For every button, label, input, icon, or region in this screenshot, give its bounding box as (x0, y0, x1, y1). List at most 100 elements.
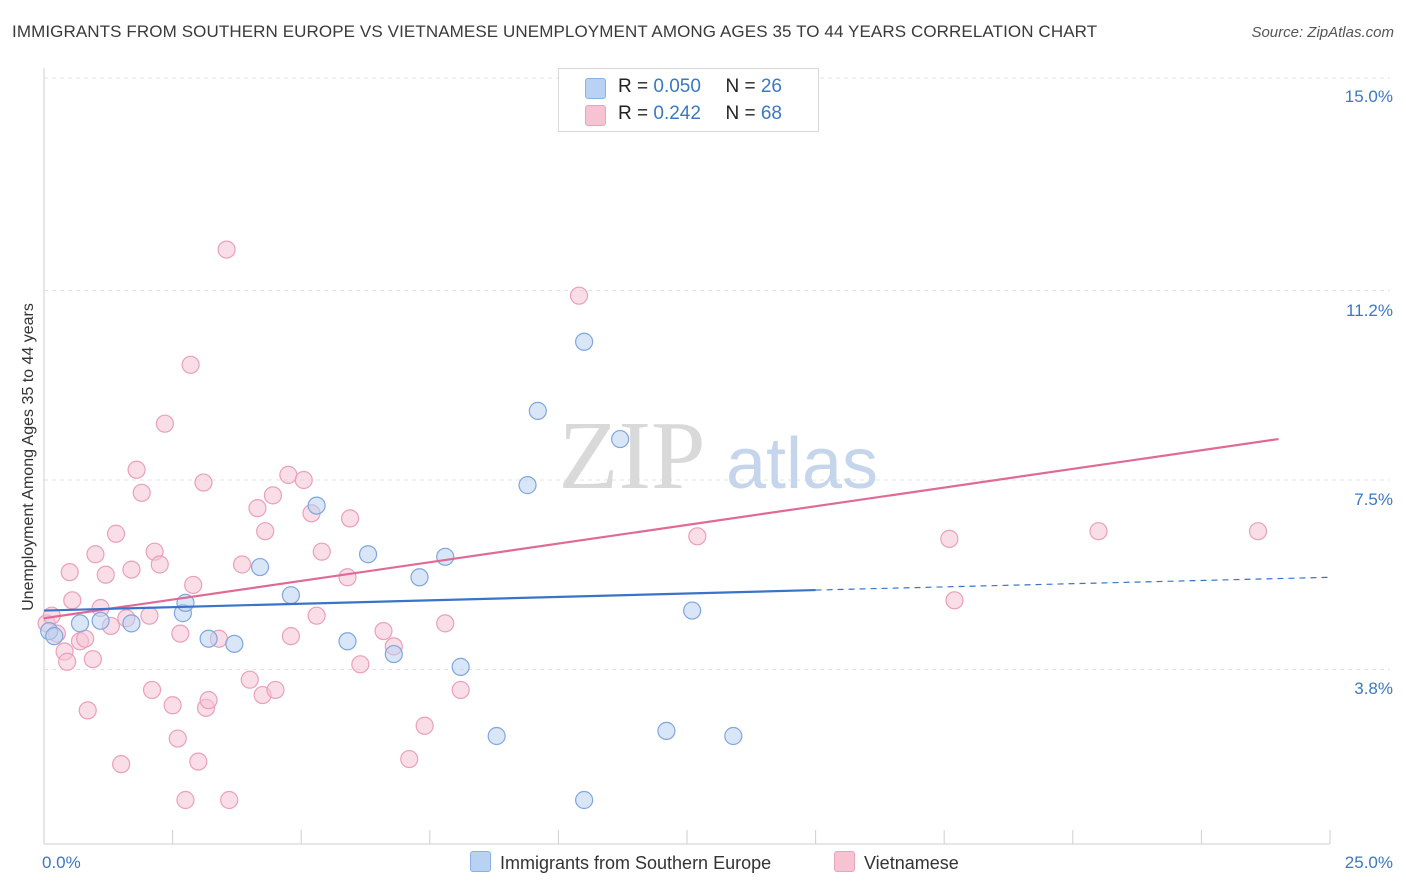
watermark: ZIP atlas (559, 402, 879, 510)
legend-blue-n-label: N = (725, 76, 761, 97)
point-vietnamese (945, 591, 964, 610)
point-immigrants-southern-europe (281, 586, 301, 605)
point-vietnamese (181, 355, 200, 374)
trend-lines (43, 437, 1331, 620)
x-tick-label: 0.0% (42, 853, 81, 872)
legend-pink-r-label: R = (618, 103, 654, 124)
point-vietnamese (63, 591, 82, 610)
legend-blue-r-label: R = (618, 76, 654, 97)
bottom-legend-blue: Immigrants from Southern Europe (470, 851, 771, 874)
point-immigrants-southern-europe (575, 332, 594, 351)
point-vietnamese (940, 529, 959, 548)
gridlines (44, 77, 1390, 670)
point-vietnamese (351, 655, 370, 674)
point-vietnamese (415, 716, 434, 735)
point-vietnamese (155, 414, 174, 433)
point-immigrants-southern-europe (45, 627, 64, 646)
point-vietnamese (220, 790, 239, 810)
point-vietnamese (199, 691, 218, 710)
legend-blue-r-value: 0.050 (653, 76, 701, 97)
point-vietnamese (266, 680, 285, 700)
point-immigrants-southern-europe (451, 657, 470, 676)
point-vietnamese (248, 499, 267, 518)
point-vietnamese (232, 555, 252, 574)
y-tick-label: 11.2% (1346, 300, 1393, 320)
point-vietnamese (83, 650, 102, 669)
point-vietnamese (307, 606, 326, 625)
watermark-atlas: atlas (726, 424, 878, 504)
bottom-legend-pink-label: Vietnamese (864, 853, 959, 873)
point-vietnamese (132, 483, 151, 502)
point-vietnamese (1248, 522, 1268, 541)
chart-title: IMMIGRANTS FROM SOUTHERN EUROPE VS VIETN… (12, 22, 1098, 41)
point-immigrants-southern-europe (487, 726, 506, 746)
point-vietnamese (168, 729, 187, 748)
point-vietnamese (58, 652, 77, 671)
legend-pink-n-value: 68 (760, 103, 782, 124)
trend-line-immigrants-extension (815, 576, 1331, 591)
point-vietnamese (142, 680, 162, 700)
point-vietnamese (163, 696, 182, 715)
point-immigrants-southern-europe (225, 634, 244, 653)
trend-line-vietnamese (43, 437, 1279, 620)
watermark-zip: ZIP (559, 402, 706, 510)
point-vietnamese (279, 465, 298, 484)
point-immigrants-southern-europe (307, 496, 326, 515)
point-vietnamese (86, 545, 105, 564)
point-immigrants-southern-europe (436, 547, 455, 566)
point-vietnamese (338, 568, 357, 587)
point-immigrants-southern-europe (611, 429, 630, 449)
y-tick-label: 7.5% (1354, 490, 1393, 509)
point-vietnamese (340, 509, 360, 528)
point-vietnamese (140, 606, 159, 625)
point-vietnamese (150, 555, 169, 574)
point-immigrants-southern-europe (338, 632, 357, 651)
point-vietnamese (436, 614, 455, 633)
bottom-legend-swatch-blue (470, 851, 491, 872)
bottom-legend-blue-label: Immigrants from Southern Europe (500, 853, 772, 873)
point-immigrants-southern-europe (518, 476, 537, 495)
legend-swatch-blue (585, 78, 606, 99)
point-vietnamese (96, 565, 115, 584)
point-immigrants-southern-europe (384, 644, 403, 664)
point-vietnamese (106, 524, 126, 543)
axes (43, 68, 1331, 845)
point-vietnamese (294, 470, 313, 490)
point-vietnamese (171, 624, 190, 643)
point-vietnamese (127, 460, 146, 479)
point-immigrants-southern-europe (199, 629, 218, 648)
point-vietnamese (688, 527, 707, 546)
point-vietnamese (263, 486, 283, 505)
point-immigrants-southern-europe (410, 568, 429, 587)
point-vietnamese (176, 790, 195, 810)
point-vietnamese (256, 522, 275, 541)
point-immigrants-southern-europe (122, 614, 141, 633)
point-immigrants-southern-europe (724, 726, 743, 746)
point-vietnamese (194, 473, 213, 492)
point-vietnamese (281, 627, 301, 646)
trend-line-immigrants-southern-europe (43, 588, 816, 612)
point-vietnamese (60, 563, 79, 582)
point-vietnamese (1089, 522, 1108, 541)
point-immigrants-southern-europe (358, 545, 378, 564)
point-immigrants-southern-europe (683, 601, 702, 620)
point-vietnamese (184, 575, 203, 595)
point-vietnamese (78, 701, 97, 720)
legend-pink-n-label: N = (725, 103, 761, 124)
stats-legend: R = 0.050 N = 26 R = 0.242 N = 68 (558, 68, 819, 132)
point-immigrants-southern-europe (657, 721, 676, 740)
y-tick-label: 15.0% (1344, 87, 1393, 106)
legend-blue-n-value: 26 (760, 76, 782, 97)
point-immigrants-southern-europe (528, 401, 547, 420)
point-vietnamese (217, 240, 236, 259)
point-vietnamese (189, 752, 208, 771)
legend-swatch-pink (585, 105, 606, 126)
x-tick-label: 25.0% (1344, 853, 1393, 872)
bottom-legend-swatch-pink (834, 851, 855, 872)
point-vietnamese (240, 670, 259, 689)
point-vietnamese (569, 286, 589, 305)
point-vietnamese (374, 621, 393, 641)
point-vietnamese (112, 755, 131, 774)
point-immigrants-southern-europe (250, 557, 270, 577)
